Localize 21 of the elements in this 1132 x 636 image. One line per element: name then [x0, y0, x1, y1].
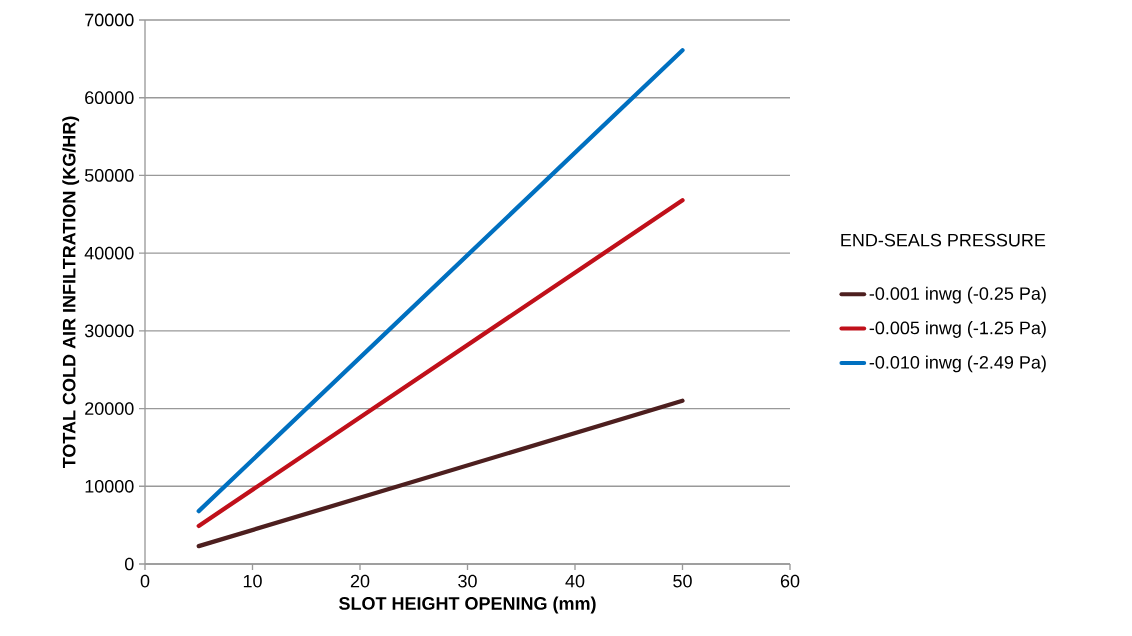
legend-label: -0.005 inwg (-1.25 Pa): [869, 321, 1046, 338]
x-axis-title: SLOT HEIGHT OPENING (mm): [339, 596, 596, 614]
y-tick-label: 70000: [85, 13, 134, 27]
y-axis-title: TOTAL COLD AIR INFILTRATION (KG/HR): [62, 116, 80, 469]
legend-title: END-SEALS PRESSURE: [841, 233, 1046, 247]
y-tick-label: 10000: [85, 479, 134, 493]
x-tick-label: 0: [140, 574, 150, 588]
y-tick-label: 20000: [85, 402, 134, 415]
x-tick-label: 20: [350, 574, 370, 588]
y-tick-label: 0: [124, 557, 134, 571]
legend-label: -0.001 inwg (-0.25 Pa): [869, 286, 1046, 304]
x-tick-label: 10: [243, 574, 262, 588]
legend-label: -0.010 inwg (-2.49 Pa): [869, 355, 1046, 373]
y-tick-label: 40000: [84, 246, 134, 260]
x-tick-label: 60: [780, 574, 800, 588]
y-tick-label: 30000: [84, 324, 134, 338]
y-tick-label: 50000: [84, 169, 134, 182]
y-tick-label: 60000: [85, 91, 134, 105]
x-tick-label: 50: [673, 574, 692, 588]
x-tick-label: 30: [458, 574, 477, 588]
x-tick-label: 40: [565, 574, 585, 588]
